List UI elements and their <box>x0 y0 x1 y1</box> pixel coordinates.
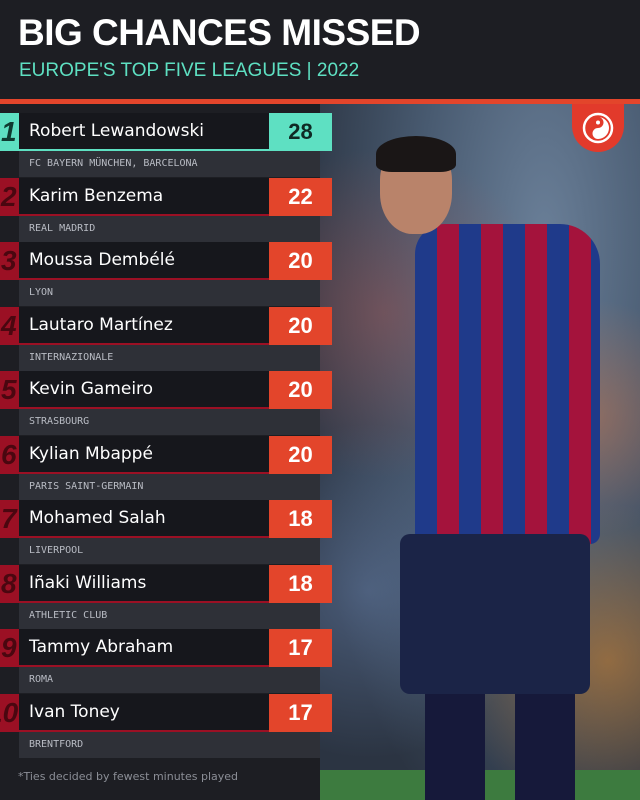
club-name: ATHLETIC CLUB <box>29 609 108 621</box>
club-name: REAL MADRID <box>29 222 96 234</box>
divider <box>0 99 640 104</box>
club-bar: LYON <box>19 280 320 306</box>
table-row: 7 Mohamed Salah LIVERPOOL 18 <box>0 491 334 564</box>
club-bar: BRENTFORD <box>19 731 320 758</box>
player-hair <box>376 136 456 172</box>
rank-number: 1 <box>0 113 19 151</box>
club-bar: ATHLETIC CLUB <box>19 602 320 629</box>
club-name: ROMA <box>29 674 54 685</box>
club-bar: ROMA <box>19 667 320 693</box>
club-name: LYON <box>29 287 54 298</box>
footnote: *Ties decided by fewest minutes played <box>18 770 239 783</box>
header: BIG CHANCES MISSED EUROPE'S TOP FIVE LEA… <box>0 0 640 100</box>
club-name: BRENTFORD <box>29 738 84 750</box>
page-subtitle: EUROPE'S TOP FIVE LEAGUES | 2022 <box>19 60 360 81</box>
value-box: 20 <box>269 371 332 409</box>
table-row: 1 Robert Lewandowski FC BAYERN MÜNCHEN, … <box>0 104 334 177</box>
player-name: Moussa Dembélé <box>29 250 175 270</box>
club-name: FC BAYERN MÜNCHEN, BARCELONA <box>29 158 198 169</box>
rank-number: 6 <box>0 435 19 474</box>
rank-number: 8 <box>0 564 19 603</box>
club-bar: PARIS SAINT-GERMAIN <box>19 473 320 500</box>
player-name: Karim Benzema <box>29 185 164 206</box>
yin-yang-logo-icon <box>572 104 624 152</box>
rank-number: 9 <box>0 629 19 667</box>
value-box: 28 <box>269 113 332 151</box>
club-bar: STRASBOURG <box>19 409 320 435</box>
table-row: 8 Iñaki Williams ATHLETIC CLUB 18 <box>0 556 334 629</box>
table-row: 3 Moussa Dembélé LYON 20 <box>0 233 334 306</box>
club-bar: FC BAYERN MÜNCHEN, BARCELONA <box>19 151 320 177</box>
value-box: 17 <box>269 629 332 667</box>
player-name: Tammy Abraham <box>29 637 174 657</box>
player-name: Ivan Toney <box>29 701 120 722</box>
value-box: 18 <box>269 564 332 603</box>
table-row: 6 Kylian Mbappé PARIS SAINT-GERMAIN 20 <box>0 427 334 500</box>
rank-number: 10 <box>0 693 19 732</box>
table-row: 5 Kevin Gameiro STRASBOURG 20 <box>0 362 334 435</box>
club-bar: INTERNAZIONALE <box>19 344 320 371</box>
table-row: 4 Lautaro Martínez INTERNAZIONALE 20 <box>0 298 334 371</box>
club-name: LIVERPOOL <box>29 545 84 556</box>
club-name: INTERNAZIONALE <box>29 351 114 363</box>
value-box: 18 <box>269 500 332 538</box>
player-name: Mohamed Salah <box>29 508 166 528</box>
value-box: 20 <box>269 306 332 345</box>
rank-number: 2 <box>0 177 19 216</box>
player-name: Lautaro Martínez <box>29 314 173 335</box>
player-name: Robert Lewandowski <box>29 121 205 141</box>
ranking-table: 1 Robert Lewandowski FC BAYERN MÜNCHEN, … <box>0 104 332 800</box>
value-box: 20 <box>269 435 332 474</box>
table-row: 2 Karim Benzema REAL MADRID 22 <box>0 169 334 242</box>
value-box: 22 <box>269 177 332 216</box>
player-shirt <box>415 224 600 544</box>
player-name: Kylian Mbappé <box>29 443 153 464</box>
rank-number: 5 <box>0 371 19 409</box>
club-name: PARIS SAINT-GERMAIN <box>29 480 144 492</box>
club-bar: REAL MADRID <box>19 215 320 242</box>
table-row: 10 Ivan Toney BRENTFORD 17 <box>0 685 334 758</box>
rank-number: 4 <box>0 306 19 345</box>
player-name: Iñaki Williams <box>29 572 147 593</box>
player-legs <box>425 694 575 800</box>
value-box: 17 <box>269 693 332 732</box>
value-box: 20 <box>269 242 332 280</box>
player-photo <box>320 104 640 800</box>
rank-number: 3 <box>0 242 19 280</box>
club-bar: LIVERPOOL <box>19 538 320 564</box>
player-name: Kevin Gameiro <box>29 379 154 399</box>
player-shorts <box>400 534 590 694</box>
table-row: 9 Tammy Abraham ROMA 17 <box>0 620 334 693</box>
club-name: STRASBOURG <box>29 416 90 427</box>
page-title: BIG CHANCES MISSED <box>18 12 421 53</box>
rank-number: 7 <box>0 500 19 538</box>
